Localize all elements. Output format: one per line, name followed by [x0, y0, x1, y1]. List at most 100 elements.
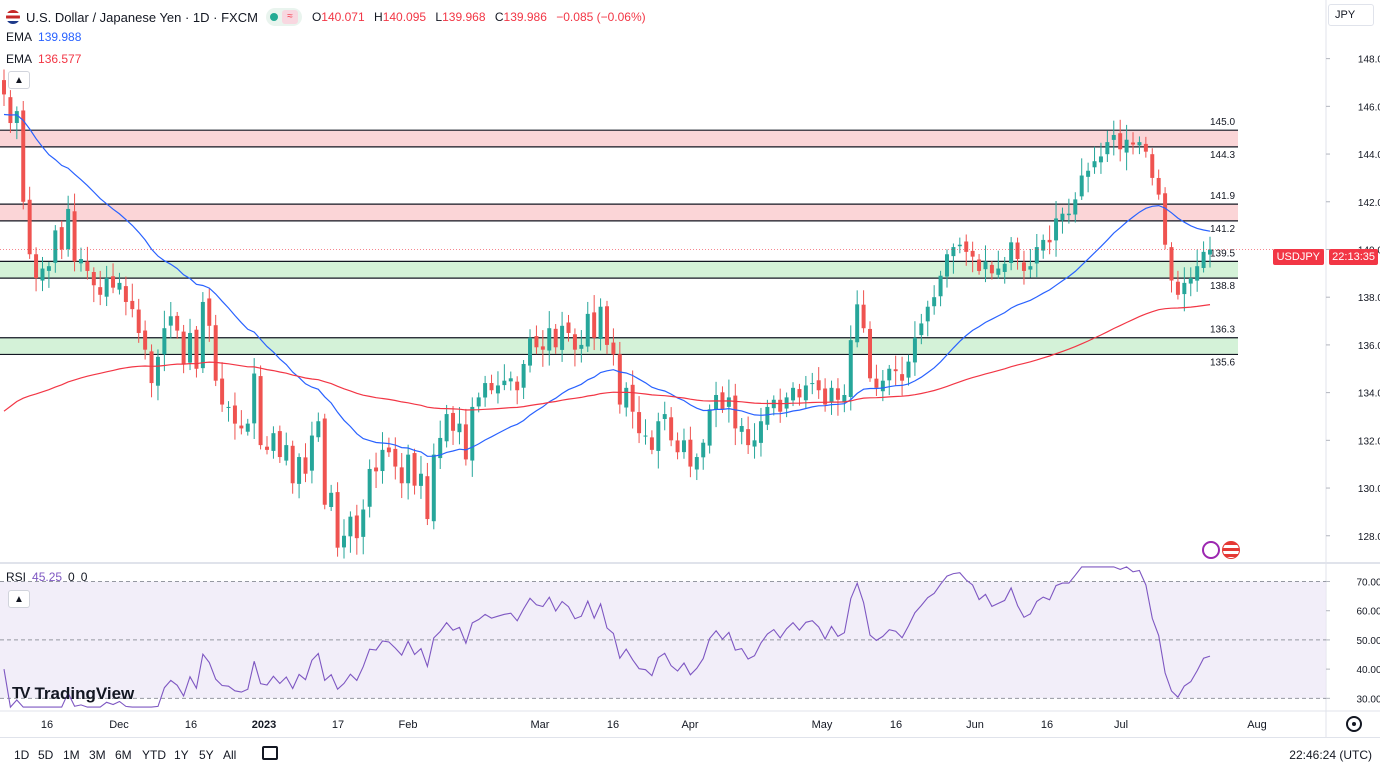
timeframe-5d-button[interactable]: 5D	[38, 748, 54, 762]
candle-body	[194, 329, 199, 369]
candle-body	[1047, 239, 1052, 243]
candle-body	[239, 425, 244, 429]
lightning-icon[interactable]	[1202, 541, 1220, 559]
candle-body	[643, 435, 648, 437]
candle-body	[1195, 266, 1200, 281]
date-range-icon[interactable]	[262, 746, 278, 760]
candle-body	[585, 313, 590, 347]
price-tick-label: 142.000	[1358, 198, 1380, 209]
candle-body	[335, 492, 340, 548]
zone-bottom-label: 144.3	[1210, 150, 1235, 161]
candle-body	[1137, 142, 1142, 146]
time-tick-label: 16	[890, 719, 902, 731]
rsi-tick-label: 70.00	[1356, 578, 1380, 589]
zone-top-label: 145.0	[1210, 117, 1235, 128]
candle-body	[85, 261, 90, 271]
tradingview-logo: TV TradingView	[12, 684, 134, 704]
candle-body	[425, 476, 430, 520]
candle-body	[694, 457, 699, 470]
time-tick-label: Aug	[1247, 719, 1267, 731]
candle-body	[1118, 133, 1123, 150]
ema-fast-legend[interactable]: EMA 139.988	[6, 30, 81, 44]
gear-icon[interactable]	[1346, 716, 1362, 732]
candle-body	[617, 354, 622, 405]
market-status-badge[interactable]: ≈	[265, 8, 302, 26]
time-tick-label: May	[812, 719, 833, 731]
timeframe-1m-button[interactable]: 1M	[63, 748, 80, 762]
us-flag-event-icon[interactable]	[1222, 541, 1240, 559]
candle-body	[611, 342, 616, 355]
candle-body	[1002, 263, 1007, 272]
timeframe-1y-button[interactable]: 1Y	[174, 748, 189, 762]
currency-selector[interactable]: JPY	[1328, 4, 1374, 26]
candle-body	[1054, 218, 1059, 241]
candle-body	[1105, 142, 1110, 155]
candle-body	[451, 412, 456, 431]
candle-body	[476, 397, 481, 407]
candle-body	[483, 383, 488, 398]
candle-body	[226, 406, 231, 408]
candle-body	[932, 297, 937, 307]
collapse-rsi-legend-button[interactable]: ▲	[8, 590, 30, 608]
candle-body	[842, 395, 847, 403]
candle-body	[27, 199, 32, 255]
time-tick-label: 16	[185, 719, 197, 731]
rsi-extra-value-2: 0	[80, 570, 88, 584]
candle-body	[1034, 247, 1039, 264]
collapse-legend-button[interactable]: ▲	[8, 71, 30, 89]
candle-body	[848, 340, 853, 397]
ema-slow-legend[interactable]: EMA 136.577	[6, 52, 81, 66]
candle-body	[1060, 213, 1065, 221]
candle-body	[669, 417, 674, 441]
candle-body	[925, 306, 930, 322]
symbol-tag-text: USDJPY	[1276, 251, 1320, 263]
candle-body	[996, 268, 1001, 275]
candle-body	[1182, 282, 1187, 295]
candle-body	[78, 259, 83, 264]
candle-body	[470, 406, 475, 461]
timeframe-ytd-button[interactable]: YTD	[142, 748, 166, 762]
candle-body	[726, 397, 731, 407]
candle-body	[508, 378, 513, 382]
candle-body	[637, 412, 642, 434]
chart-canvas[interactable]: 148.000146.000144.000142.000140.000138.0…	[0, 0, 1380, 737]
candle-body	[521, 363, 526, 388]
candle-body	[1028, 266, 1033, 270]
candle-body	[316, 421, 321, 438]
tv-mark-icon: TV	[12, 685, 31, 702]
timeframe-5y-button[interactable]: 5Y	[199, 748, 214, 762]
rsi-legend[interactable]: RSI 45.25 0 0	[6, 570, 87, 584]
price-tick-label: 136.000	[1358, 341, 1380, 352]
candle-body	[8, 97, 13, 124]
price-tick-label: 138.000	[1358, 293, 1380, 304]
timeframe-all-button[interactable]: All	[223, 748, 237, 762]
candle-body	[46, 266, 51, 271]
candle-body	[1201, 251, 1206, 268]
timeframe-6m-button[interactable]: 6M	[115, 748, 132, 762]
us-flag-icon	[6, 10, 20, 24]
symbol-title[interactable]: U.S. Dollar / Japanese Yen · 1D · FXCM	[26, 9, 258, 25]
candle-body	[290, 445, 295, 484]
timeframe-3m-button[interactable]: 3M	[89, 748, 106, 762]
candle-body	[123, 286, 128, 302]
ema-slow-label: EMA	[6, 52, 33, 66]
zone-bottom-label: 141.2	[1210, 224, 1235, 235]
candle-body	[2, 80, 6, 95]
candle-body	[528, 337, 533, 366]
candle-body	[444, 414, 449, 442]
rsi-label: RSI	[6, 570, 27, 584]
ema-fast-value: 139.988	[38, 30, 82, 44]
zone-top-label: 139.5	[1210, 248, 1235, 259]
timeframe-1d-button[interactable]: 1D	[14, 748, 30, 762]
resistance-zone	[0, 204, 1238, 221]
utc-clock[interactable]: 22:46:24 (UTC)	[1289, 748, 1372, 762]
candle-body	[1124, 139, 1129, 153]
time-tick-label: Feb	[399, 719, 418, 731]
candle-body	[495, 385, 500, 394]
candle-body	[880, 380, 885, 392]
support-zone	[0, 261, 1238, 279]
price-tick-label: 148.000	[1358, 55, 1380, 66]
candle-body	[675, 440, 680, 453]
candle-body	[540, 346, 545, 350]
candle-body	[342, 535, 346, 548]
